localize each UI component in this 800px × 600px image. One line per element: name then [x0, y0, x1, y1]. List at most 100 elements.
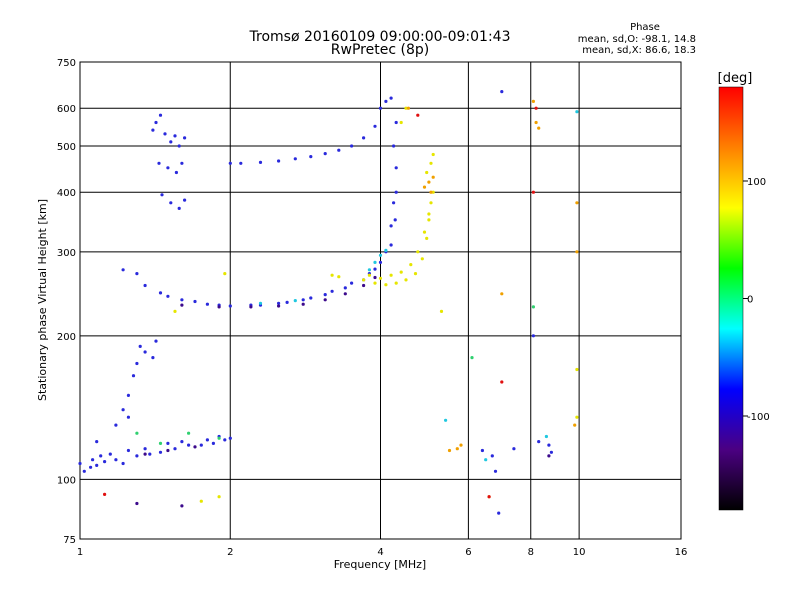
y-tick-label: 400 — [57, 188, 76, 199]
data-point — [121, 408, 125, 412]
data-point — [158, 291, 163, 295]
grid — [80, 62, 681, 539]
data-point — [323, 152, 327, 156]
data-point — [362, 136, 366, 140]
y-tick-label: 600 — [57, 104, 76, 115]
data-point — [373, 281, 377, 285]
data-point — [337, 275, 341, 279]
data-point — [350, 281, 354, 285]
data-point — [180, 440, 184, 444]
data-point — [217, 305, 221, 309]
data-point — [199, 499, 203, 503]
data-point — [169, 201, 173, 205]
data-point — [183, 198, 187, 202]
data-point — [173, 309, 177, 313]
data-point — [323, 293, 327, 297]
data-point — [309, 296, 313, 300]
data-point — [138, 344, 142, 348]
y-tick-label: 200 — [57, 332, 76, 343]
data-point — [431, 152, 435, 157]
data-point — [91, 458, 95, 462]
data-point — [99, 454, 103, 458]
data-point — [575, 110, 579, 114]
data-point — [389, 224, 393, 228]
data-point — [484, 458, 488, 462]
data-point — [537, 126, 541, 130]
data-point — [575, 201, 579, 205]
data-point — [389, 243, 393, 247]
data-point — [531, 99, 536, 103]
data-point — [394, 190, 398, 194]
data-point — [330, 273, 334, 277]
data-point — [447, 448, 452, 453]
data-point — [367, 268, 371, 272]
y-axis-ticks: 75 100 200 300 400 500 600 750 — [57, 58, 76, 546]
data-point — [135, 272, 139, 276]
data-point — [547, 454, 551, 458]
x-tick-label: 6 — [465, 547, 471, 558]
data-point — [392, 144, 396, 148]
data-point — [163, 132, 167, 136]
data-point — [500, 292, 504, 296]
data-point — [399, 120, 403, 125]
data-point — [217, 436, 221, 440]
colorbar-tick-label: -100 — [747, 412, 770, 423]
data-point — [431, 190, 435, 194]
data-point — [378, 106, 383, 110]
data-point — [480, 448, 484, 453]
data-point — [131, 374, 136, 378]
data-point — [406, 106, 410, 110]
data-point — [393, 218, 397, 222]
data-point — [177, 144, 181, 148]
x-tick-label: 8 — [528, 547, 534, 558]
data-point — [239, 161, 243, 165]
data-point — [422, 185, 427, 189]
data-point — [114, 458, 118, 462]
data-point — [293, 299, 297, 303]
data-point — [409, 263, 413, 267]
data-point — [394, 281, 398, 285]
data-point — [151, 128, 155, 132]
data-point — [500, 380, 504, 384]
data-point — [444, 418, 448, 422]
data-point — [95, 440, 99, 444]
data-point — [166, 166, 170, 170]
data-point — [166, 441, 170, 445]
data-point — [169, 140, 173, 144]
data-point — [531, 305, 536, 309]
data-point — [330, 289, 334, 293]
data-point — [228, 161, 232, 165]
data-point — [249, 305, 253, 309]
stats-o-mode: mean, sd,O: -98.1, 14.8 — [578, 34, 696, 45]
data-point — [293, 157, 297, 161]
data-point — [148, 452, 152, 456]
data-point — [429, 201, 433, 205]
data-point — [160, 193, 164, 197]
data-point — [157, 161, 161, 165]
data-point — [425, 170, 429, 175]
data-point — [258, 301, 263, 305]
data-point — [537, 440, 541, 444]
data-point — [534, 120, 538, 125]
data-point — [427, 180, 431, 184]
data-point — [362, 283, 366, 288]
data-point — [135, 431, 139, 435]
data-point — [135, 361, 139, 366]
y-tick-label: 100 — [57, 475, 76, 486]
colorbar-label: [deg] — [718, 71, 753, 86]
data-point — [258, 160, 263, 164]
data-point — [392, 201, 396, 205]
plot-area — [78, 61, 682, 540]
data-point — [573, 423, 577, 427]
data-point — [78, 461, 82, 466]
data-point — [429, 190, 433, 194]
x-tick-label: 10 — [573, 547, 586, 558]
data-point — [205, 438, 209, 442]
data-point — [211, 441, 215, 445]
data-point — [384, 99, 388, 103]
data-point — [205, 302, 209, 306]
data-point — [173, 134, 177, 138]
data-point — [455, 447, 459, 451]
data-point — [277, 301, 281, 305]
